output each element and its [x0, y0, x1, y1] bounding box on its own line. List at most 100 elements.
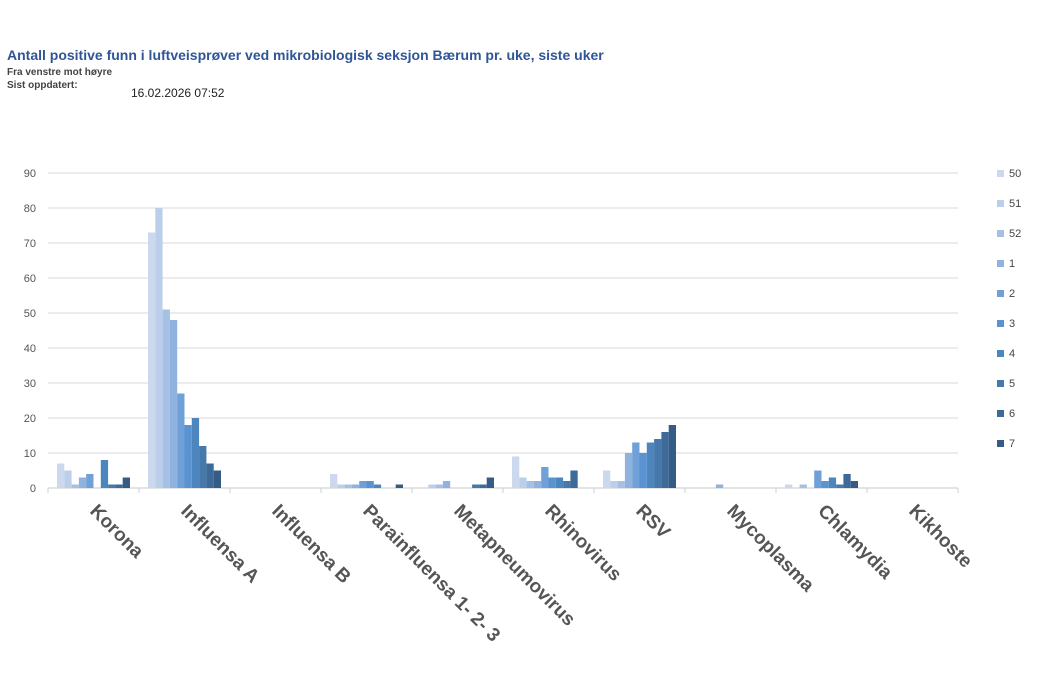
x-category-label: Influensa B	[267, 501, 354, 588]
bar-rhinovirus-week-52	[526, 481, 534, 488]
bar-influensa-a-week-52	[162, 309, 170, 488]
bar-rhinovirus-week-3	[548, 477, 556, 488]
bar-chlamydia-week-6	[843, 474, 851, 488]
bar-chlamydia-week-4	[828, 477, 837, 488]
legend-label: 1	[1009, 258, 1015, 270]
bar-influensa-a-week-5	[199, 446, 207, 488]
bar-metapneumovirus-week-52	[435, 484, 443, 488]
legend-label: 3	[1009, 318, 1015, 330]
legend-swatch	[997, 170, 1004, 177]
bar-korona-week-2	[86, 474, 94, 488]
bar-parainfluensa-1-2-3-week-3	[366, 481, 374, 488]
bar-rsv-week-51	[610, 481, 618, 488]
x-category-label: Mycoplasma	[722, 501, 818, 597]
bar-metapneumovirus-week-7	[486, 477, 494, 488]
y-tick-label: 60	[24, 273, 36, 285]
bar-korona-week-1	[78, 477, 87, 488]
bar-rsv-week-5	[654, 439, 662, 488]
bar-parainfluensa-1-2-3-week-1	[351, 484, 360, 488]
legend-label: 51	[1009, 198, 1021, 210]
legend-label: 7	[1009, 438, 1015, 450]
bar-rhinovirus-week-6	[570, 470, 578, 488]
legend-label: 4	[1009, 348, 1015, 360]
bar-rsv-week-1	[624, 453, 633, 488]
legend-label: 5	[1009, 378, 1015, 390]
x-category-label: Influensa A	[176, 501, 263, 588]
y-tick-label: 10	[24, 448, 36, 460]
legend-label: 50	[1009, 168, 1021, 180]
bar-parainfluensa-1-2-3-week-51	[337, 484, 345, 488]
legend-label: 6	[1009, 408, 1015, 420]
bar-parainfluensa-1-2-3-week-2	[359, 481, 367, 488]
bar-metapneumovirus-week-51	[428, 484, 436, 488]
legend-swatch	[997, 260, 1004, 267]
x-category-label: Rhinovirus	[540, 501, 625, 586]
y-tick-label: 70	[24, 238, 36, 250]
bar-korona-week-5	[108, 484, 116, 488]
bar-rhinovirus-week-51	[519, 477, 527, 488]
bar-rhinovirus-week-1	[533, 481, 542, 488]
bar-metapneumovirus-week-6	[479, 484, 487, 488]
bar-korona-week-51	[64, 470, 72, 488]
bar-rhinovirus-week-5	[563, 481, 571, 488]
legend-swatch	[997, 230, 1004, 237]
bar-influensa-a-week-2	[177, 393, 185, 488]
y-tick-label: 0	[30, 483, 36, 495]
bar-rsv-week-4	[646, 442, 655, 488]
bar-chlamydia-week-3	[821, 481, 829, 488]
bar-korona-week-52	[71, 484, 79, 488]
legend-label: 2	[1009, 288, 1015, 300]
bar-rhinovirus-week-50	[512, 456, 520, 488]
bar-influensa-a-week-3	[184, 425, 192, 488]
bar-parainfluensa-1-2-3-week-52	[344, 484, 352, 488]
x-category-label: Kikhoste	[904, 501, 976, 573]
y-tick-label: 30	[24, 378, 36, 390]
legend-swatch	[997, 350, 1004, 357]
bar-korona-week-4	[100, 460, 109, 488]
bar-influensa-a-week-7	[213, 470, 221, 488]
bar-influensa-a-week-51	[155, 208, 163, 488]
updated-label: Sist oppdatert:	[7, 80, 78, 91]
y-tick-label: 20	[24, 413, 36, 425]
bar-rsv-week-50	[603, 470, 611, 488]
bar-rhinovirus-week-2	[541, 467, 549, 488]
bar-mycoplasma-week-1	[715, 484, 724, 488]
bar-korona-week-50	[57, 463, 65, 488]
bar-influensa-a-week-50	[148, 232, 156, 488]
x-category-label: Chlamydia	[813, 501, 896, 584]
bar-influensa-a-week-4	[191, 418, 200, 488]
bar-chlamydia-week-50	[785, 484, 793, 488]
chart-title: Antall positive funn i luftveisprøver ve…	[7, 47, 604, 63]
x-category-label: RSV	[631, 501, 674, 544]
legend-swatch	[997, 440, 1004, 447]
legend-swatch	[997, 200, 1004, 207]
bar-metapneumovirus-week-5	[472, 484, 480, 488]
bar-parainfluensa-1-2-3-week-7	[395, 484, 403, 488]
bar-rsv-week-6	[661, 432, 669, 488]
updated-value: 16.02.2026 07:52	[131, 86, 225, 100]
legend-swatch	[997, 290, 1004, 297]
bar-chlamydia-week-5	[836, 484, 844, 488]
bar-parainfluensa-1-2-3-week-4	[373, 484, 382, 488]
bar-korona-week-7	[122, 477, 130, 488]
x-category-label: Korona	[85, 501, 147, 563]
bar-rhinovirus-week-4	[555, 477, 564, 488]
bar-influensa-a-week-6	[206, 463, 214, 488]
y-tick-label: 40	[24, 343, 36, 355]
bar-chlamydia-week-52	[799, 484, 807, 488]
bar-rsv-week-2	[632, 442, 640, 488]
bar-rsv-week-52	[617, 481, 625, 488]
y-tick-label: 50	[24, 308, 36, 320]
legend-swatch	[997, 320, 1004, 327]
legend-swatch	[997, 380, 1004, 387]
y-tick-label: 80	[24, 203, 36, 215]
bar-korona-week-6	[115, 484, 123, 488]
chart-subtitle: Fra venstre mot høyre	[7, 67, 113, 78]
bar-rsv-week-7	[668, 425, 676, 488]
bar-chlamydia-week-7	[850, 481, 858, 488]
bar-parainfluensa-1-2-3-week-50	[330, 474, 338, 488]
legend-swatch	[997, 410, 1004, 417]
bar-chlamydia-week-2	[814, 470, 822, 488]
bar-influensa-a-week-1	[169, 320, 178, 488]
